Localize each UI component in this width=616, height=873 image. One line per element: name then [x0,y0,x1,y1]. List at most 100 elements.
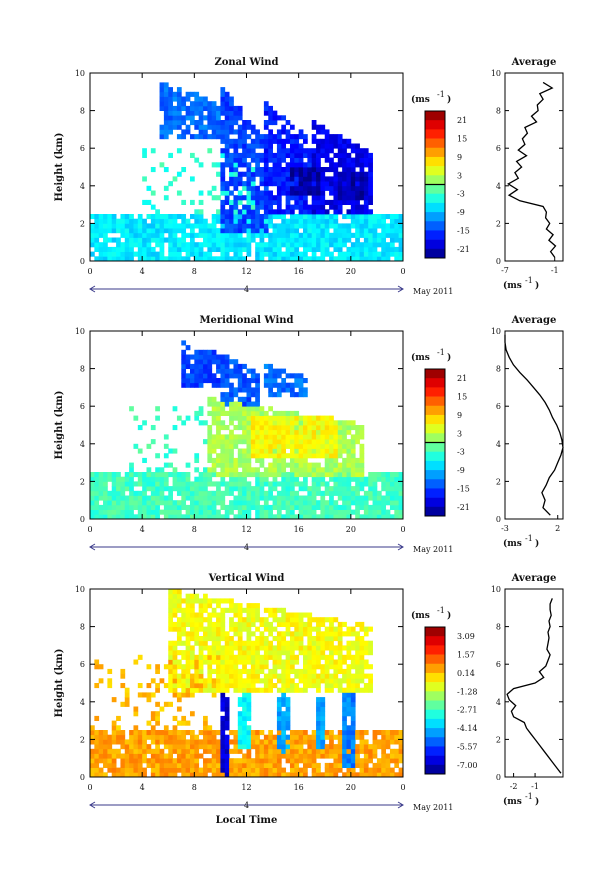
heatmap-cell [333,767,339,773]
heatmap-cell [211,378,217,384]
heatmap-cell [159,734,165,740]
heatmap-cell [307,171,313,177]
heatmap-cell [259,176,265,182]
heatmap-cell [246,251,252,257]
heatmap-cell [307,673,313,679]
heatmap-cell [276,373,282,379]
panel-title: Meridional Wind [199,315,293,326]
heatmap-cell [224,443,230,449]
heatmap-cell [276,415,282,421]
heatmap-cell [207,481,213,487]
heatmap-cell [98,758,104,764]
heatmap-cell [281,748,287,754]
heatmap-cell [281,185,287,191]
heatmap-cell [189,378,195,384]
heatmap-cell [211,744,217,750]
heatmap-cell [242,734,247,740]
y-axis-label: Height (km) [54,133,65,202]
heatmap-cell [94,683,100,689]
heatmap-cell [281,683,287,689]
heatmap-cell [368,242,373,248]
heatmap-cell [224,425,230,431]
heatmap-cell [159,223,165,229]
heatmap-cell [255,162,260,168]
heatmap-cell [294,457,300,463]
heatmap-cell [181,617,187,623]
heatmap-cell [337,762,343,768]
heatmap-cell [376,772,382,778]
heatmap-cell [355,439,360,445]
heatmap-cell [394,739,400,745]
heatmap-cell [350,167,356,173]
heatmap-cell [194,500,200,506]
heatmap-cell [324,228,330,234]
heatmap-cell [194,382,200,388]
heatmap-cell [207,373,213,379]
heatmap-cell [189,664,195,670]
heatmap-cell [294,171,300,177]
heatmap-cell [111,237,117,243]
heatmap-cell [289,486,295,492]
heatmap-cell [168,645,173,651]
heatmap-cell [189,237,195,243]
heatmap-cell [350,232,356,238]
heatmap-cell [307,434,313,440]
heatmap-cell [276,617,282,623]
heatmap-cell [194,753,200,759]
heatmap-cell [255,612,260,618]
heatmap-cell [229,167,234,173]
heatmap-cell [324,218,330,224]
colorbar-tick-label: 3.09 [457,632,475,641]
heatmap-cell [346,645,352,651]
heatmap-cell [137,753,143,759]
heatmap-cell [220,636,226,642]
heatmap-cell [320,621,326,627]
heatmap-cell [316,490,321,496]
heatmap-cell [268,246,273,252]
heatmap-cell [324,176,330,182]
heatmap-cell [294,476,300,482]
heatmap-cell [333,228,339,234]
heatmap-cell [272,171,278,177]
heatmap-cell [368,237,373,243]
heatmap-cell [181,214,187,220]
heatmap-cell [172,767,178,773]
heatmap-cell [303,762,308,768]
profile-frame [504,330,564,520]
heatmap-cell [194,678,200,684]
colorbar-unit-exponent: -1 [437,348,445,357]
heatmap-cell [285,443,291,449]
heatmap-cell [155,486,160,492]
heatmap-cell [324,640,330,646]
heatmap-cell [90,486,95,492]
heatmap-cell [203,744,208,750]
heatmap-cell [176,598,182,604]
profile-frame [504,588,564,778]
heatmap-cell [242,124,247,130]
heatmap-cell [298,434,304,440]
heatmap-cell [137,739,143,745]
heatmap-cell [276,434,282,440]
heatmap-cell [324,453,330,459]
heatmap-cell [229,683,234,689]
colorbar-segment [425,138,445,149]
heatmap-cell [203,725,208,731]
heatmap-cell [181,105,187,111]
heatmap-cell [281,668,287,674]
profile-y-tick-label: 4 [496,698,501,707]
heatmap-cell [381,256,387,262]
colorbar-tick-label: 9 [457,411,462,420]
heatmap-cell [246,668,252,674]
heatmap-cell [168,504,173,510]
heatmap-cell [163,124,169,130]
heatmap-cell [255,218,260,224]
heatmap-cell [276,443,282,449]
colorbar-segment [425,369,445,379]
heatmap-cell [359,256,365,262]
heatmap-cell [350,486,356,492]
heatmap-cell [185,256,191,262]
heatmap-cell [303,650,308,656]
heatmap-cell [276,134,282,140]
heatmap-cell [224,246,230,252]
